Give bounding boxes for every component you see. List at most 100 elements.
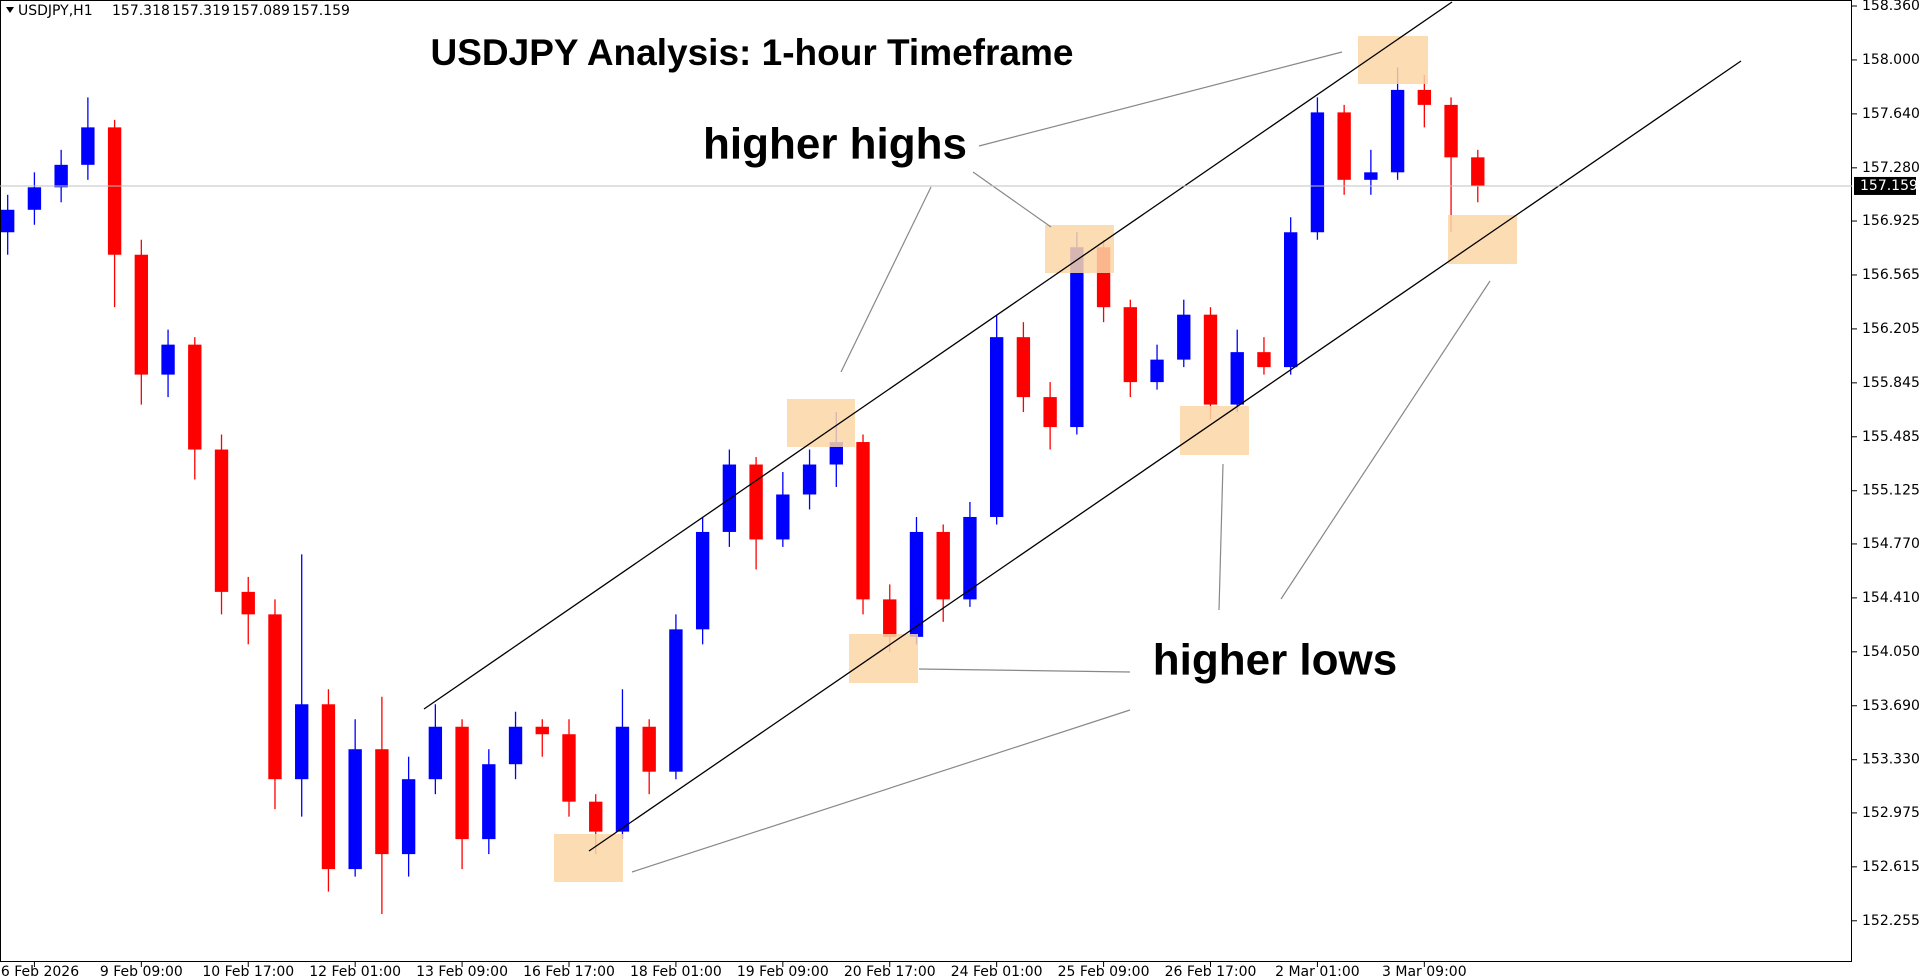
channel-line: [423, 1, 1453, 710]
annotation: higher lows: [1153, 636, 1397, 685]
candle-body: [749, 464, 763, 540]
candle-body: [134, 254, 149, 375]
candle-body: [615, 726, 630, 832]
candle-body: [1203, 314, 1218, 405]
candle-body: [1177, 314, 1191, 360]
candle-body: [1337, 112, 1351, 180]
candle-body: [482, 764, 496, 840]
y-tick-label: 157.280: [1862, 160, 1920, 176]
candle-body: [188, 344, 202, 450]
candle-body: [161, 344, 175, 375]
candle-body: [535, 726, 549, 735]
annotation-drawings: [423, 1, 1742, 882]
x-tick-label: 3 Mar 09:00: [1382, 964, 1467, 980]
candle-body: [1417, 89, 1432, 105]
y-tick-label: 155.125: [1862, 483, 1920, 499]
candle-body: [856, 442, 870, 600]
y-tick-label: 153.330: [1862, 752, 1920, 768]
x-tick-label: 6 Feb 2026: [1, 964, 79, 980]
candle-body: [963, 516, 977, 600]
last-price-label: 157.159: [1860, 178, 1918, 194]
candle-body: [81, 127, 95, 165]
candle-body: [802, 464, 817, 495]
x-tick-label: 20 Feb 17:00: [844, 964, 936, 980]
header-close: 157.159: [292, 3, 350, 19]
candle-body: [829, 442, 843, 465]
x-tick-label: 19 Feb 09:00: [737, 964, 829, 980]
candle-body: [1257, 352, 1271, 368]
highlight-box: [1180, 406, 1249, 455]
highlight-box: [554, 834, 623, 882]
x-tick-label: 13 Feb 09:00: [416, 964, 508, 980]
candle-body: [1284, 232, 1298, 368]
y-tick-label: 153.690: [1862, 698, 1920, 714]
candle-body: [642, 726, 656, 772]
y-tick-label: 154.770: [1862, 536, 1920, 552]
highlight-box: [849, 634, 918, 683]
candle-body: [1016, 337, 1031, 398]
header-high: 157.319: [172, 3, 230, 19]
x-tick-label: 16 Feb 17:00: [523, 964, 615, 980]
candle-body: [1123, 307, 1137, 383]
candle-body: [375, 749, 389, 855]
candle-body: [241, 591, 255, 615]
candle-body: [909, 531, 924, 637]
symbol: USDJPY,H1: [18, 3, 93, 19]
y-tick-label: 152.615: [1862, 859, 1920, 875]
y-tick-label: 152.255: [1862, 913, 1920, 929]
x-tick-label: 12 Feb 01:00: [309, 964, 401, 980]
y-tick-label: 156.565: [1862, 267, 1920, 283]
highlight-box: [1358, 36, 1428, 84]
candle-body: [214, 449, 229, 592]
x-tick-label: 25 Feb 09:00: [1058, 964, 1150, 980]
candle-body: [1390, 89, 1405, 173]
candle-body: [695, 531, 710, 630]
highlight-box: [1045, 225, 1114, 273]
candle-body: [1230, 352, 1244, 405]
pointer-line: [972, 171, 1052, 228]
x-tick-label: 2 Mar 01:00: [1275, 964, 1360, 980]
candle-body: [776, 494, 790, 540]
candle-body: [401, 779, 416, 855]
pointer-line: [840, 186, 932, 373]
candle-body: [321, 704, 336, 870]
candle-body: [268, 614, 282, 780]
candle-body: [989, 337, 1004, 517]
y-tick-label: 152.975: [1862, 805, 1920, 821]
pointer-line: [918, 668, 1131, 673]
candle-body: [428, 726, 443, 780]
y-tick-label: 157.640: [1862, 106, 1920, 122]
symbol-menu-arrow[interactable]: [6, 7, 14, 13]
candle-body: [1471, 157, 1485, 186]
candle-body: [1444, 104, 1458, 158]
candle-body: [54, 164, 68, 188]
y-tick-label: 158.360: [1862, 0, 1920, 14]
plot-frame: [0, 0, 1852, 962]
y-tick-label: 154.050: [1862, 644, 1920, 660]
candle-body: [1, 209, 15, 233]
annotation: higher highs: [703, 120, 967, 169]
candle-body: [27, 187, 42, 210]
y-tick-label: 156.205: [1862, 321, 1920, 337]
pointer-line: [631, 709, 1131, 873]
candle-body: [508, 726, 523, 765]
candle-body: [295, 704, 309, 780]
candle-body: [589, 801, 603, 832]
candle-body: [107, 127, 122, 255]
x-tick-label: 9 Feb 09:00: [100, 964, 183, 980]
y-tick-label: 154.410: [1862, 590, 1920, 606]
candle-body: [669, 629, 683, 772]
candle-body: [348, 749, 362, 870]
header-low: 157.089: [232, 3, 290, 19]
y-tick-label: 158.000: [1862, 52, 1920, 68]
candle-body: [562, 734, 576, 802]
pointer-line: [978, 51, 1343, 147]
candle-body: [1043, 397, 1057, 428]
last-price-box: [1854, 176, 1916, 195]
pointer-line: [1218, 463, 1224, 611]
pointer-line: [1280, 280, 1491, 600]
y-tick-label: 156.925: [1862, 213, 1920, 229]
candle-body: [883, 599, 897, 637]
x-tick-label: 10 Feb 17:00: [202, 964, 294, 980]
y-tick-label: 155.485: [1862, 429, 1920, 445]
